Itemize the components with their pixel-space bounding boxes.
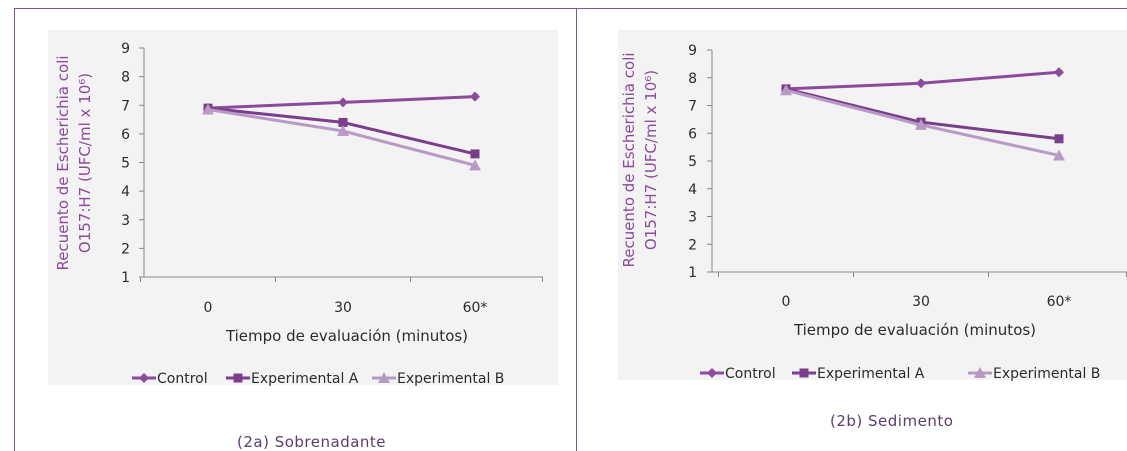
caption-left: (2a) Sobrenadante — [237, 433, 387, 451]
right-series-experimental-b-point-2 — [1053, 149, 1065, 161]
left-series-experimental-b-point-0 — [202, 103, 214, 115]
left-y-tick-label-2: 2 — [121, 241, 130, 257]
right-y-tick-label-1: 1 — [688, 265, 697, 281]
left-legend-experimental-a-label: Experimental A — [251, 371, 359, 387]
left-y-tick-label-9: 9 — [121, 41, 130, 57]
right-legend-experimental-a-marker — [799, 368, 809, 378]
figure-frame-top — [14, 8, 1127, 9]
right-y-axis-title-line2: O157:H7 (UFC/ml x 10⁶) — [642, 70, 660, 250]
right-y-tick-label-7: 7 — [688, 99, 697, 115]
left-y-tick-label-5: 5 — [121, 156, 130, 172]
right-legend-control-label: Control — [725, 366, 776, 382]
right-x-tick-label-1: 30 — [912, 294, 930, 310]
left-series-control-point-2 — [470, 91, 480, 102]
left-y-tick-label-7: 7 — [121, 98, 130, 114]
right-series-experimental-a-line — [785, 87, 1060, 141]
left-legend-experimental-b-label: Experimental B — [397, 371, 504, 387]
left-series-experimental-b-point-1 — [337, 125, 349, 137]
figure-frame-left — [14, 8, 15, 451]
left-legend-experimental-a-marker — [233, 373, 243, 383]
right-series-experimental-b-point-1 — [915, 118, 927, 130]
right-legend-experimental-a-label: Experimental A — [817, 366, 925, 382]
right-series-experimental-b-point-0 — [780, 84, 792, 96]
left-legend-control-label: Control — [157, 371, 208, 387]
right-legend-experimental-b-marker — [974, 367, 986, 378]
right-y-tick-label-3: 3 — [688, 210, 697, 226]
right-x-axis-title: Tiempo de evaluación (minutos) — [793, 321, 1036, 339]
left-series-control-point-1 — [338, 97, 348, 108]
left-series-experimental-a-point-1 — [338, 117, 348, 127]
right-y-tick-label-4: 4 — [688, 182, 697, 198]
right-legend-experimental-b-label: Experimental B — [993, 366, 1100, 382]
right-x-tick-label-0: 0 — [782, 294, 791, 310]
left-x-tick-label-0: 0 — [204, 300, 213, 316]
caption-right: (2b) Sedimento — [830, 412, 954, 430]
left-y-axis-title-line2: O157:H7 (UFC/ml x 10⁶) — [76, 73, 94, 253]
left-legend-control-marker — [139, 373, 149, 383]
right-y-tick-label-2: 2 — [688, 237, 697, 253]
right-series-control-point-1 — [916, 78, 926, 89]
right-y-tick-label-6: 6 — [688, 126, 697, 142]
chart-panel-left-background — [48, 30, 558, 385]
figure-frame-divider — [576, 8, 577, 451]
right-series-control-point-2 — [1054, 67, 1064, 78]
right-y-axis-title-line1: Recuento de Escherichia coli — [620, 52, 638, 267]
chart-panel-right-background — [618, 30, 1127, 380]
left-y-tick-label-6: 6 — [121, 127, 130, 143]
left-x-tick-label-1: 30 — [334, 300, 352, 316]
left-y-tick-label-1: 1 — [121, 270, 130, 286]
left-y-tick-label-4: 4 — [121, 184, 130, 200]
right-y-tick-label-8: 8 — [688, 71, 697, 87]
left-x-tick-label-2: 60* — [463, 300, 488, 316]
left-y-axis-title-line1: Recuento de Escherichia coli — [54, 55, 72, 270]
left-series-experimental-b-line — [207, 108, 476, 167]
left-x-axis-title: Tiempo de evaluación (minutos) — [225, 327, 468, 345]
right-series-experimental-a-point-2 — [1054, 134, 1064, 144]
right-y-tick-label-5: 5 — [688, 154, 697, 170]
right-x-tick-label-2: 60* — [1047, 294, 1072, 310]
left-y-tick-label-3: 3 — [121, 213, 130, 229]
left-legend-experimental-b-marker — [378, 372, 390, 383]
left-y-tick-label-8: 8 — [121, 70, 130, 86]
right-y-tick-label-9: 9 — [688, 43, 697, 59]
left-series-experimental-b-point-2 — [469, 159, 481, 171]
left-series-experimental-a-point-2 — [470, 149, 480, 159]
right-legend-control-marker — [707, 368, 717, 378]
